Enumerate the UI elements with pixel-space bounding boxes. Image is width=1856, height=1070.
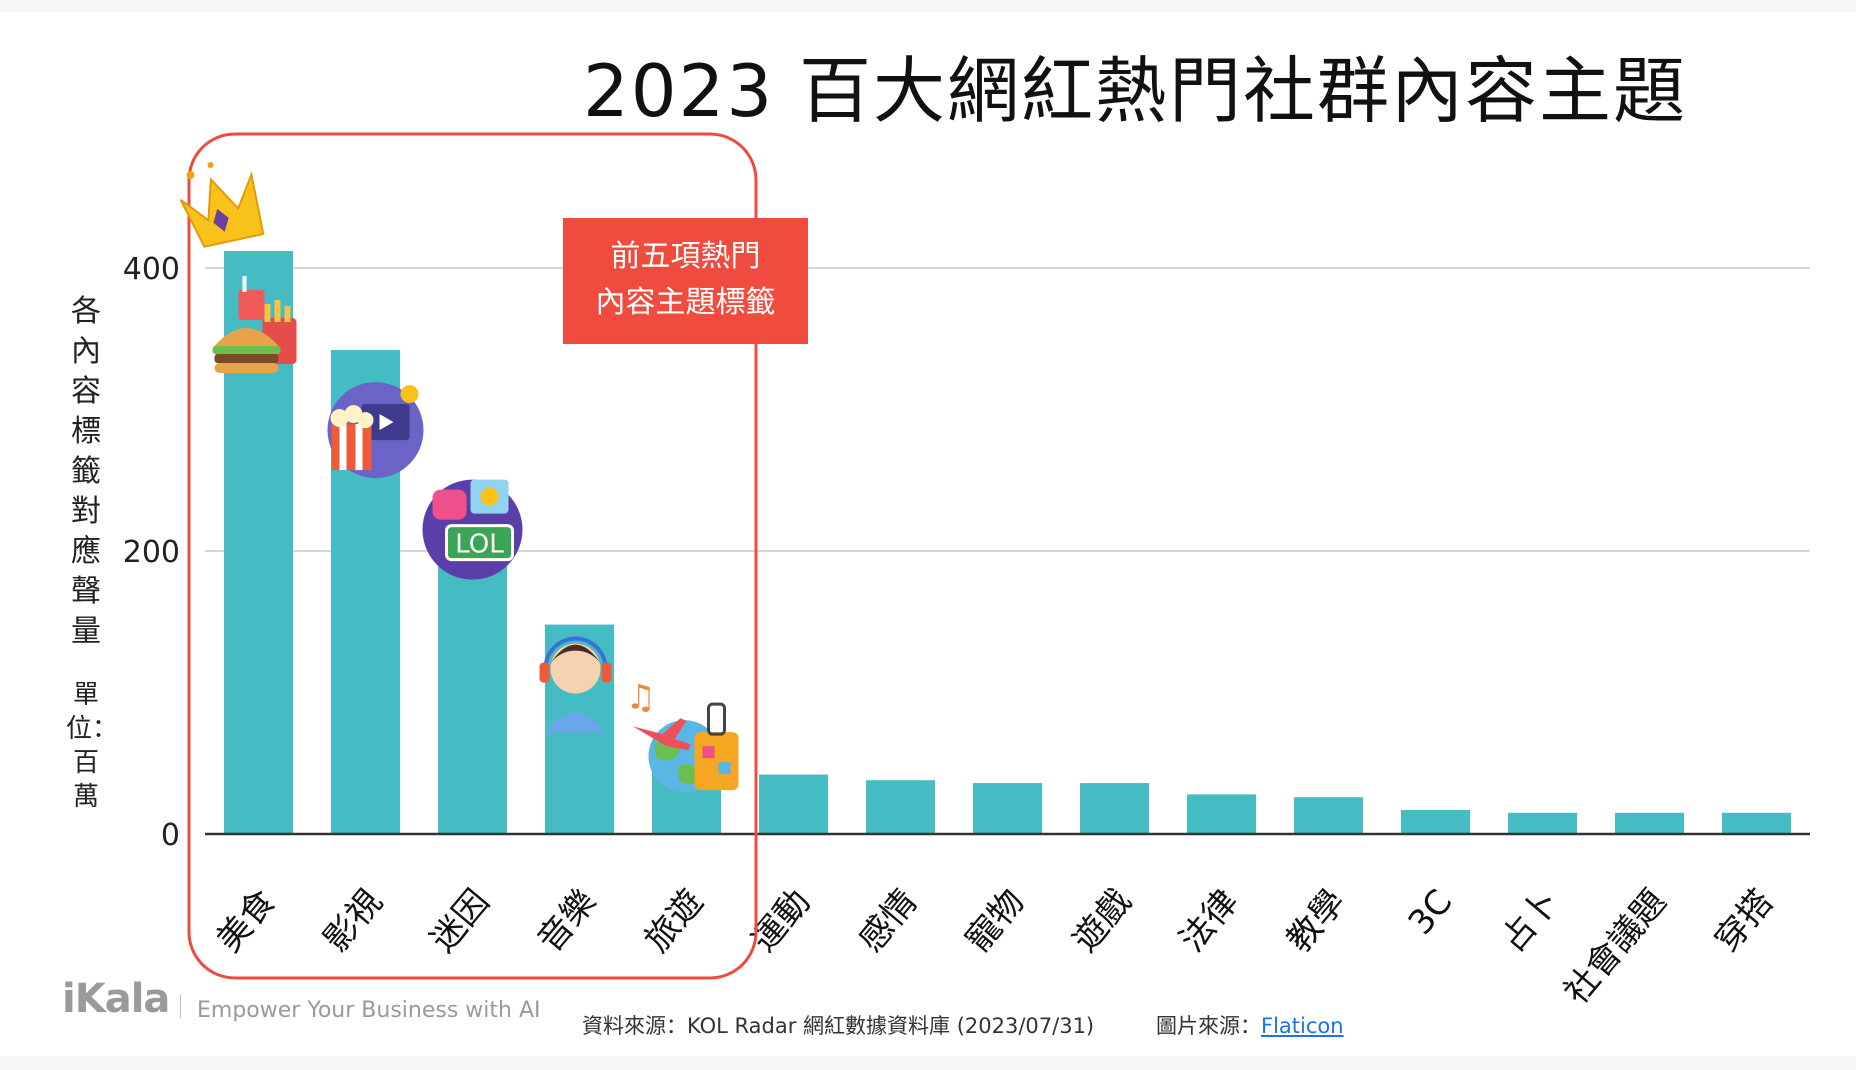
bar	[1508, 812, 1577, 834]
x-tick-label: 穿搭	[1707, 882, 1781, 960]
svg-text:♫: ♫	[626, 678, 656, 718]
svg-text:LOL: LOL	[455, 530, 504, 560]
bar	[1294, 797, 1363, 834]
data-source: 資料來源：KOL Radar 網紅數據資料庫 (2023/07/31)	[582, 1014, 1095, 1038]
bar	[759, 774, 828, 834]
top-five-highlight-box	[187, 132, 758, 980]
y-axis-label: 各內容標籤對應聲量 單位：百萬	[66, 292, 119, 814]
x-tick-label: 音樂	[530, 882, 604, 960]
image-source-label: 圖片來源：	[1156, 1014, 1261, 1038]
bar	[1080, 783, 1149, 834]
x-tick-label: 旅遊	[637, 882, 711, 960]
bar	[1401, 809, 1470, 834]
bar	[1187, 794, 1256, 834]
x-tick-label: 感情	[851, 882, 925, 960]
flaticon-link[interactable]: Flaticon	[1261, 1014, 1344, 1038]
callout-line-2: 內容主題標籤	[595, 285, 776, 320]
x-tick-label: 影視	[316, 882, 390, 960]
brand-tagline: Empower Your Business with AI	[197, 998, 541, 1023]
y-tick-label: 200	[123, 535, 180, 570]
y-tick-label: 0	[161, 818, 180, 853]
y-tick-label: 400	[123, 252, 180, 287]
lol-meme-icon: LOL	[422, 479, 523, 580]
burger-fries-icon	[212, 276, 297, 374]
x-tick-label: 法律	[1172, 882, 1246, 960]
bar	[866, 780, 935, 834]
x-tick-label: 社會議題	[1556, 882, 1674, 1012]
slide: 0 200 400 美食 影視 迷因 音樂 旅遊 運動 感情 寵物 遊戲 法律 教學 3C 占卜 社會議題 穿搭 L…	[0, 12, 1856, 1056]
headphone-person-icon: ♫	[539, 636, 656, 733]
bar	[1615, 812, 1684, 834]
bar	[1722, 812, 1791, 834]
x-tick-label: 迷因	[423, 882, 497, 960]
ikala-logo: iKala	[62, 976, 170, 1022]
footer-divider	[180, 994, 181, 1018]
popcorn-movie-icon	[327, 382, 424, 479]
x-tick-label: 遊戲	[1065, 882, 1139, 960]
bar	[973, 783, 1042, 834]
x-tick-label: 占卜	[1493, 882, 1567, 960]
y-axis-title: 各內容標籤對應聲量	[71, 294, 101, 649]
crown-icon	[179, 162, 265, 248]
x-tick-label: 美食	[209, 882, 283, 960]
x-tick-label: 3C	[1401, 882, 1461, 942]
y-axis-unit: 單位：百萬	[66, 680, 119, 812]
top-five-callout: 前五項熱門 內容主題標籤	[563, 218, 808, 344]
image-source: 圖片來源：Flaticon	[1156, 1010, 1344, 1040]
x-tick-label: 教學	[1279, 882, 1353, 960]
chart-title: 2023 百大網紅熱門社群內容主題	[582, 49, 1688, 133]
callout-line-1: 前五項熱門	[610, 239, 761, 274]
travel-luggage-icon	[632, 702, 739, 793]
x-tick-label: 寵物	[958, 882, 1032, 960]
